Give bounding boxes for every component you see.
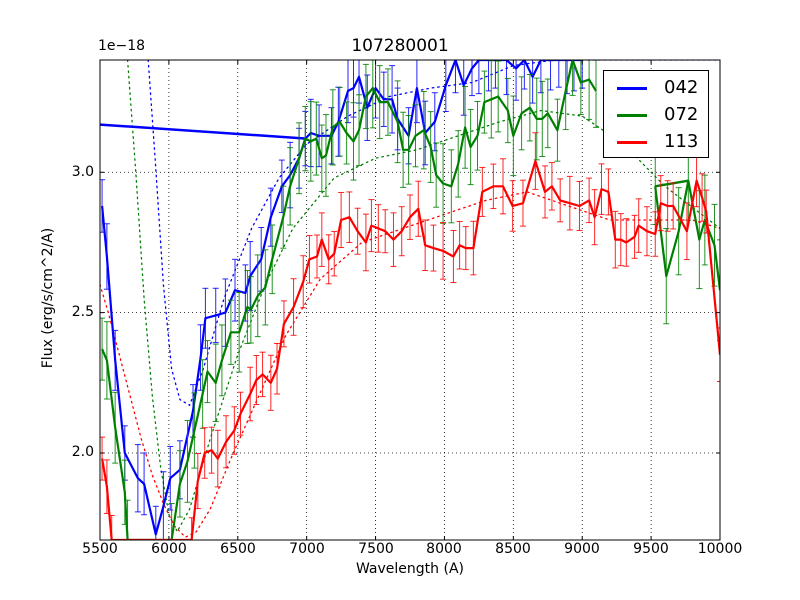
- x-tick-label: 6500: [220, 541, 256, 557]
- x-tick-label: 9500: [633, 541, 669, 557]
- legend-line-icon: [617, 87, 647, 90]
- data-series: [100, 60, 720, 540]
- y-axis-label: Flux (erg/s/cm^2/A): [40, 227, 56, 369]
- x-tick-label: 9000: [564, 541, 600, 557]
- axis-ticks: [99, 60, 721, 540]
- x-tick-label: 10000: [697, 541, 743, 557]
- legend-line-icon: [617, 141, 647, 144]
- x-tick-label: 7000: [289, 541, 325, 557]
- x-tick-label: 6000: [151, 541, 187, 557]
- legend: 042 072 113: [603, 70, 709, 158]
- x-tick-label: 8500: [495, 541, 531, 557]
- legend-label: 072: [664, 104, 699, 125]
- legend-item-042: 042: [604, 75, 710, 101]
- legend-item-113: 113: [604, 129, 710, 155]
- y-tick-label: 2.5: [71, 304, 94, 320]
- x-axis-label: Wavelength (A): [355, 561, 464, 577]
- x-tick-label: 5500: [82, 541, 118, 557]
- y-tick-label: 3.0: [71, 164, 94, 180]
- legend-line-icon: [617, 114, 647, 117]
- series-113: [100, 132, 720, 540]
- legend-label: 113: [664, 131, 699, 152]
- x-tick-label: 7500: [358, 541, 394, 557]
- series-072: [100, 60, 599, 540]
- series-072-tail-: [652, 140, 720, 341]
- y-tick-label: 2.0: [71, 444, 94, 460]
- legend-label: 042: [664, 77, 699, 98]
- x-tick-label: 8000: [426, 541, 462, 557]
- plot-frame: [99, 59, 721, 541]
- chart-title: 107280001: [351, 36, 449, 56]
- y-offset-label: 1e−18: [98, 38, 146, 54]
- legend-item-072: 072: [604, 102, 710, 128]
